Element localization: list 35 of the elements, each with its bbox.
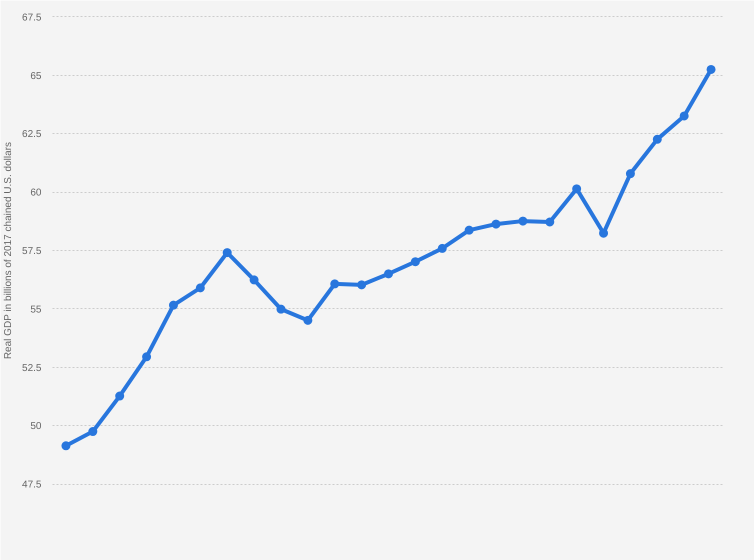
y-tick-label: 57.5 <box>22 246 42 257</box>
point <box>303 316 312 325</box>
point <box>222 248 232 258</box>
point <box>438 244 447 253</box>
y-tick-label: 65 <box>30 70 42 82</box>
point <box>168 300 178 310</box>
point <box>196 283 205 292</box>
y-axis-title: Real GDP in billions of 2017 chained U.S. dollars <box>3 142 14 360</box>
y-tick-label: 52.5 <box>22 362 42 374</box>
point <box>384 269 393 278</box>
y-tick-label: 50 <box>30 421 42 432</box>
y-tick-label: 67.5 <box>22 12 42 24</box>
y-tick-label: 55 <box>30 304 42 316</box>
point <box>330 279 340 288</box>
point <box>518 216 528 226</box>
point <box>276 304 286 314</box>
point <box>626 169 635 178</box>
point <box>61 441 70 450</box>
y-tick-label: 47.5 <box>22 480 42 491</box>
point <box>572 184 582 194</box>
point <box>680 111 689 120</box>
point <box>464 226 474 235</box>
y-tick-label: 60 <box>30 188 42 199</box>
point <box>115 392 124 401</box>
point <box>706 64 716 74</box>
point <box>545 218 554 226</box>
point <box>357 280 366 290</box>
point <box>599 228 608 238</box>
point <box>652 134 662 144</box>
y-tick-label: 62.5 <box>22 129 42 140</box>
point <box>142 352 152 362</box>
point <box>88 427 98 436</box>
point <box>492 220 501 229</box>
point <box>250 275 259 284</box>
point <box>410 257 420 266</box>
